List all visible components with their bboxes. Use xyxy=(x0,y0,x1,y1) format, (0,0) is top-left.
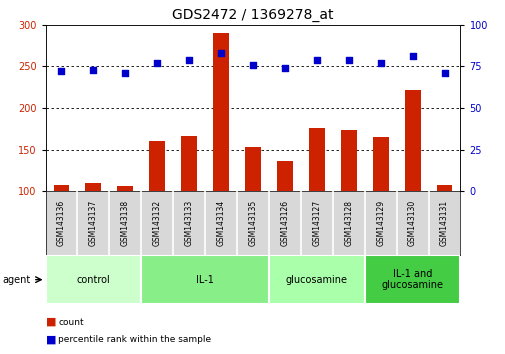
Bar xyxy=(308,128,324,191)
Bar xyxy=(269,255,364,304)
Text: GSM143128: GSM143128 xyxy=(343,200,352,246)
Text: GSM143134: GSM143134 xyxy=(216,200,225,246)
Point xyxy=(153,60,161,66)
Point xyxy=(376,60,384,66)
Text: glucosamine: glucosamine xyxy=(285,275,347,285)
Text: GSM143138: GSM143138 xyxy=(121,200,130,246)
Text: GSM143130: GSM143130 xyxy=(407,200,416,246)
Bar xyxy=(45,255,141,304)
Text: percentile rank within the sample: percentile rank within the sample xyxy=(58,335,211,344)
Bar xyxy=(213,33,229,191)
Text: GSM143131: GSM143131 xyxy=(439,200,448,246)
Text: GSM143133: GSM143133 xyxy=(184,200,193,246)
Point xyxy=(89,67,97,73)
Bar xyxy=(372,137,388,191)
Point xyxy=(248,62,257,68)
Text: IL-1 and
glucosamine: IL-1 and glucosamine xyxy=(381,269,443,291)
Bar xyxy=(85,183,101,191)
Text: GSM143137: GSM143137 xyxy=(89,200,98,246)
Bar xyxy=(181,136,197,191)
Text: agent: agent xyxy=(3,275,31,285)
Point xyxy=(217,50,225,56)
Text: count: count xyxy=(58,318,84,327)
Bar xyxy=(276,161,292,191)
Point xyxy=(185,57,193,63)
Text: GSM143126: GSM143126 xyxy=(280,200,289,246)
Bar xyxy=(404,90,420,191)
Text: IL-1: IL-1 xyxy=(196,275,214,285)
Bar xyxy=(364,255,460,304)
Text: ■: ■ xyxy=(45,317,56,327)
Text: GSM143132: GSM143132 xyxy=(153,200,162,246)
Text: control: control xyxy=(76,275,110,285)
Bar xyxy=(340,130,356,191)
Text: GSM143136: GSM143136 xyxy=(57,200,66,246)
Bar xyxy=(436,184,451,191)
Point xyxy=(312,57,320,63)
Point xyxy=(58,69,66,74)
Point xyxy=(344,57,352,63)
Text: GSM143127: GSM143127 xyxy=(312,200,321,246)
Bar xyxy=(141,255,269,304)
Point xyxy=(408,53,416,59)
Bar xyxy=(244,147,261,191)
Bar xyxy=(149,141,165,191)
Point xyxy=(121,70,129,76)
Title: GDS2472 / 1369278_at: GDS2472 / 1369278_at xyxy=(172,8,333,22)
Point xyxy=(280,65,288,71)
Text: ■: ■ xyxy=(45,335,56,345)
Point xyxy=(439,70,447,76)
Text: GSM143129: GSM143129 xyxy=(375,200,384,246)
Bar xyxy=(54,184,69,191)
Bar xyxy=(117,186,133,191)
Text: GSM143135: GSM143135 xyxy=(248,200,257,246)
